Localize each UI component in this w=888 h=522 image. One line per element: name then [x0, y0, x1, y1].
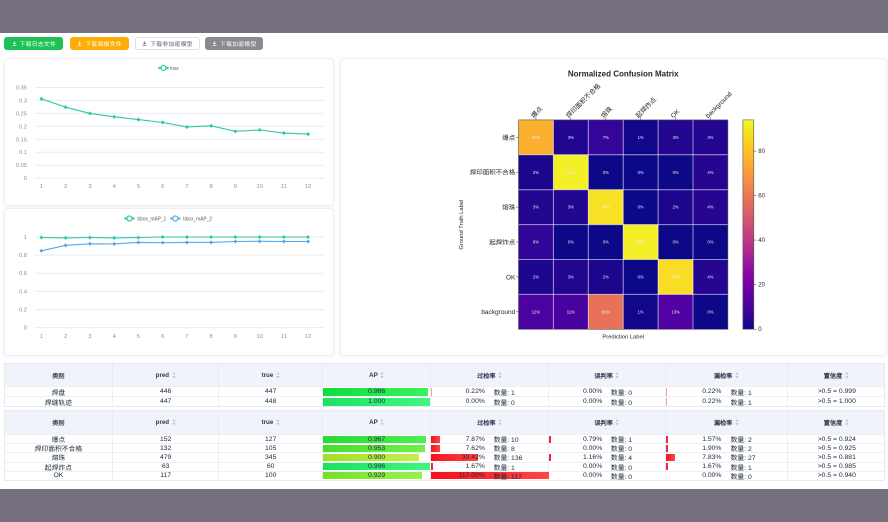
svg-text:40: 40 [758, 238, 765, 244]
svg-text:2%: 2% [673, 204, 679, 209]
svg-text:0.2: 0.2 [18, 308, 26, 314]
svg-text:3%: 3% [568, 134, 574, 139]
svg-text:焊印面积不合格: 焊印面积不合格 [564, 81, 602, 119]
svg-text:4%: 4% [707, 204, 713, 209]
svg-text:2: 2 [64, 334, 67, 340]
svg-text:4: 4 [112, 184, 116, 190]
svg-text:0.3: 0.3 [18, 98, 26, 104]
svg-text:3%: 3% [533, 204, 539, 209]
svg-text:7%: 7% [603, 134, 609, 139]
svg-text:0%: 0% [707, 309, 713, 314]
svg-text:6: 6 [161, 184, 164, 190]
svg-text:1%: 1% [638, 309, 644, 314]
svg-text:7: 7 [185, 334, 188, 340]
svg-text:bbox_mAP_1: bbox_mAP_1 [137, 217, 166, 223]
svg-text:0%: 0% [673, 239, 679, 244]
svg-text:3%: 3% [568, 274, 574, 279]
svg-text:0.25: 0.25 [15, 111, 26, 117]
svg-text:1: 1 [39, 334, 42, 340]
svg-text:12: 12 [304, 334, 310, 340]
svg-text:8: 8 [209, 184, 212, 190]
svg-text:0: 0 [758, 327, 762, 333]
svg-text:7: 7 [185, 184, 188, 190]
svg-text:90%: 90% [602, 204, 611, 209]
svg-text:10: 10 [256, 184, 262, 190]
svg-text:3%: 3% [673, 134, 679, 139]
svg-text:0%: 0% [673, 169, 679, 174]
svg-text:1: 1 [39, 184, 42, 190]
svg-text:13%: 13% [671, 309, 680, 314]
svg-text:3%: 3% [707, 134, 713, 139]
svg-text:0%: 0% [638, 204, 644, 209]
svg-text:6%: 6% [533, 239, 539, 244]
svg-text:0.6: 0.6 [18, 271, 26, 277]
svg-text:4: 4 [112, 334, 116, 340]
svg-text:61%: 61% [602, 309, 611, 314]
svg-text:8: 8 [209, 334, 212, 340]
svg-text:11%: 11% [567, 309, 575, 314]
svg-text:1: 1 [23, 235, 26, 241]
svg-text:爆点: 爆点 [502, 133, 516, 141]
svg-text:11: 11 [280, 184, 286, 190]
svg-text:0.15: 0.15 [15, 137, 26, 143]
svg-text:Prediction Label: Prediction Label [602, 334, 644, 340]
svg-text:5: 5 [136, 334, 139, 340]
svg-text:4%: 4% [707, 274, 713, 279]
svg-text:3%: 3% [568, 204, 574, 209]
svg-text:0.8: 0.8 [18, 253, 26, 259]
svg-text:81%: 81% [532, 134, 541, 139]
svg-text:0%: 0% [603, 239, 609, 244]
svg-text:12%: 12% [532, 309, 541, 314]
svg-text:0%: 0% [638, 169, 644, 174]
svg-text:0%: 0% [707, 239, 713, 244]
svg-text:bbox_mAP_2: bbox_mAP_2 [183, 217, 212, 223]
svg-text:0.35: 0.35 [15, 85, 26, 91]
svg-text:起焊炸点: 起焊炸点 [489, 238, 516, 246]
svg-text:background: background [481, 309, 515, 316]
svg-text:0%: 0% [568, 239, 574, 244]
svg-text:2%: 2% [533, 169, 539, 174]
svg-text:焊印面积不合格: 焊印面积不合格 [470, 168, 516, 176]
svg-text:起焊炸点: 起焊炸点 [634, 95, 658, 119]
svg-text:OK: OK [670, 107, 682, 119]
svg-text:60: 60 [758, 193, 765, 199]
svg-text:89%: 89% [671, 274, 680, 279]
svg-text:3: 3 [88, 334, 91, 340]
svg-text:6: 6 [161, 334, 164, 340]
svg-text:2%: 2% [603, 274, 609, 279]
svg-text:Normalized Confusion Matrix: Normalized Confusion Matrix [568, 69, 679, 78]
svg-text:5: 5 [136, 184, 139, 190]
svg-text:OK: OK [506, 274, 516, 281]
svg-text:0%: 0% [638, 274, 644, 279]
svg-text:background: background [705, 90, 734, 119]
svg-text:1%: 1% [638, 134, 644, 139]
svg-text:2%: 2% [533, 274, 539, 279]
svg-text:0: 0 [23, 176, 26, 182]
svg-text:熔珠: 熔珠 [502, 203, 516, 211]
svg-text:11: 11 [280, 334, 286, 340]
svg-text:Ground Truth Label: Ground Truth Label [459, 199, 465, 249]
svg-text:0%: 0% [603, 169, 609, 174]
svg-text:93%: 93% [567, 169, 576, 174]
svg-text:0.1: 0.1 [18, 150, 26, 156]
svg-text:9: 9 [233, 334, 236, 340]
svg-text:93%: 93% [636, 239, 645, 244]
svg-text:4%: 4% [707, 169, 713, 174]
svg-text:20: 20 [758, 282, 765, 288]
svg-text:9: 9 [233, 184, 236, 190]
svg-text:3: 3 [88, 184, 91, 190]
svg-text:熔珠: 熔珠 [599, 104, 614, 119]
svg-text:loss: loss [170, 65, 179, 71]
svg-text:2: 2 [64, 184, 67, 190]
svg-text:10: 10 [256, 334, 262, 340]
svg-text:0.05: 0.05 [15, 163, 26, 169]
svg-text:0.4: 0.4 [18, 289, 27, 295]
svg-text:0: 0 [23, 326, 26, 332]
svg-text:80: 80 [758, 149, 765, 155]
svg-text:爆点: 爆点 [530, 104, 545, 119]
svg-text:0.2: 0.2 [18, 124, 26, 130]
svg-text:12: 12 [304, 184, 310, 190]
